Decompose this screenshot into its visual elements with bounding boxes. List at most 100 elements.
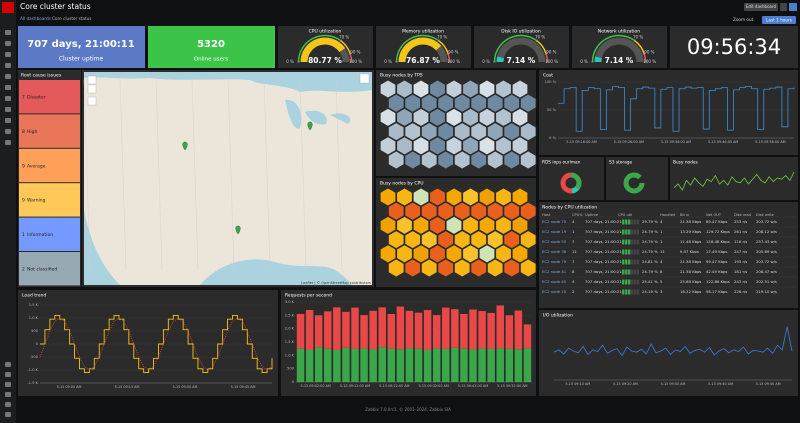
hex-node[interactable] [396, 187, 413, 207]
hex-node[interactable] [454, 230, 471, 250]
hex-node[interactable] [462, 79, 479, 99]
hex-node[interactable] [478, 79, 496, 99]
hex-node[interactable] [429, 244, 446, 264]
hex-node[interactable] [511, 107, 529, 127]
hex-node[interactable] [445, 107, 463, 127]
time-range[interactable]: Last 1 hours [766, 17, 792, 22]
hex-node[interactable] [454, 150, 471, 170]
hex-node[interactable] [396, 215, 413, 235]
host-link[interactable]: EC2 node 53 [542, 239, 567, 244]
hex-node[interactable] [495, 107, 512, 127]
host-link[interactable]: EC2 node 41 [542, 269, 567, 274]
hex-node[interactable] [495, 79, 512, 99]
hex-node[interactable] [503, 122, 520, 142]
hex-node[interactable] [421, 230, 438, 250]
hex-node[interactable] [429, 215, 446, 235]
breadcrumb-link[interactable]: All dashboards [20, 16, 51, 21]
hex-node[interactable] [445, 136, 463, 156]
hex-node[interactable] [470, 258, 487, 278]
hex-node[interactable] [462, 107, 479, 127]
edit-button-label[interactable]: Edit dashboard [746, 4, 777, 9]
host-link[interactable]: EC2 node 79 [542, 259, 567, 264]
hex-node[interactable] [511, 136, 529, 156]
map-marker[interactable] [307, 121, 313, 131]
nav-icon[interactable] [5, 52, 11, 57]
host-link[interactable]: EC2 node 10 [542, 289, 567, 294]
edit-button[interactable] [744, 3, 778, 11]
hex-node[interactable] [445, 79, 463, 99]
hex-node[interactable] [396, 79, 413, 99]
hex-node[interactable] [437, 201, 454, 221]
hex-node[interactable] [495, 136, 512, 156]
hex-node[interactable] [454, 93, 471, 113]
hex-node[interactable] [404, 122, 421, 142]
nav-icon[interactable] [5, 129, 11, 134]
hex-node[interactable] [396, 136, 413, 156]
host-link[interactable]: EC2 node 45 [542, 279, 567, 284]
hex-node[interactable] [412, 136, 430, 156]
nav-icon[interactable] [5, 372, 11, 377]
hex-node[interactable] [421, 201, 438, 221]
hex-node[interactable] [388, 150, 405, 170]
hex-node[interactable] [478, 215, 496, 235]
hex-node[interactable] [454, 122, 471, 142]
hex-node[interactable] [503, 258, 520, 278]
hex-node[interactable] [421, 93, 438, 113]
hex-node[interactable] [487, 122, 504, 142]
hex-node[interactable] [396, 244, 413, 264]
kiosk-button[interactable] [789, 3, 797, 11]
hex-node[interactable] [470, 230, 487, 250]
map-zoom-in[interactable] [87, 75, 97, 85]
nav-icon[interactable] [5, 85, 11, 90]
nav-icon[interactable] [5, 74, 11, 79]
hex-node[interactable] [404, 150, 421, 170]
hex-node[interactable] [388, 258, 405, 278]
hex-node[interactable] [437, 150, 454, 170]
hex-node[interactable] [429, 79, 446, 99]
nav-icon[interactable] [5, 63, 11, 68]
hex-node[interactable] [511, 244, 529, 264]
hex-node[interactable] [412, 79, 430, 99]
hex-node[interactable] [437, 122, 454, 142]
hex-node[interactable] [520, 93, 537, 113]
zoom-out[interactable]: Zoom out [733, 17, 754, 22]
hex-node[interactable] [487, 230, 504, 250]
hex-node[interactable] [388, 93, 405, 113]
hex-node[interactable] [445, 215, 463, 235]
hex-node[interactable] [520, 258, 537, 278]
hex-node[interactable] [478, 244, 496, 264]
hex-node[interactable] [445, 244, 463, 264]
nav-icon[interactable] [5, 392, 11, 397]
hex-node[interactable] [495, 215, 512, 235]
nav-icon[interactable] [5, 96, 11, 101]
hex-node[interactable] [503, 201, 520, 221]
hex-node[interactable] [462, 136, 479, 156]
hex-node[interactable] [412, 187, 430, 207]
menu-button[interactable] [780, 3, 787, 11]
hex-node[interactable] [478, 187, 496, 207]
hex-node[interactable] [511, 187, 529, 207]
hex-node[interactable] [470, 150, 487, 170]
hex-node[interactable] [487, 258, 504, 278]
hex-node[interactable] [437, 230, 454, 250]
hex-node[interactable] [404, 93, 421, 113]
hex-node[interactable] [396, 107, 413, 127]
hex-node[interactable] [470, 93, 487, 113]
hex-node[interactable] [487, 150, 504, 170]
hex-node[interactable] [421, 258, 438, 278]
hex-node[interactable] [520, 150, 537, 170]
nav-icon[interactable] [5, 41, 11, 46]
hex-node[interactable] [520, 201, 537, 221]
hex-node[interactable] [437, 258, 454, 278]
nav-icon[interactable] [5, 118, 11, 123]
hex-node[interactable] [503, 93, 520, 113]
nav-icon[interactable] [5, 412, 11, 417]
hex-node[interactable] [520, 230, 537, 250]
map-marker[interactable] [235, 225, 241, 235]
hex-node[interactable] [487, 201, 504, 221]
hex-node[interactable] [462, 215, 479, 235]
host-link[interactable]: EC2 node 36 [542, 249, 567, 254]
hex-node[interactable] [388, 201, 405, 221]
hex-node[interactable] [379, 79, 397, 99]
map-filter[interactable] [359, 73, 370, 84]
